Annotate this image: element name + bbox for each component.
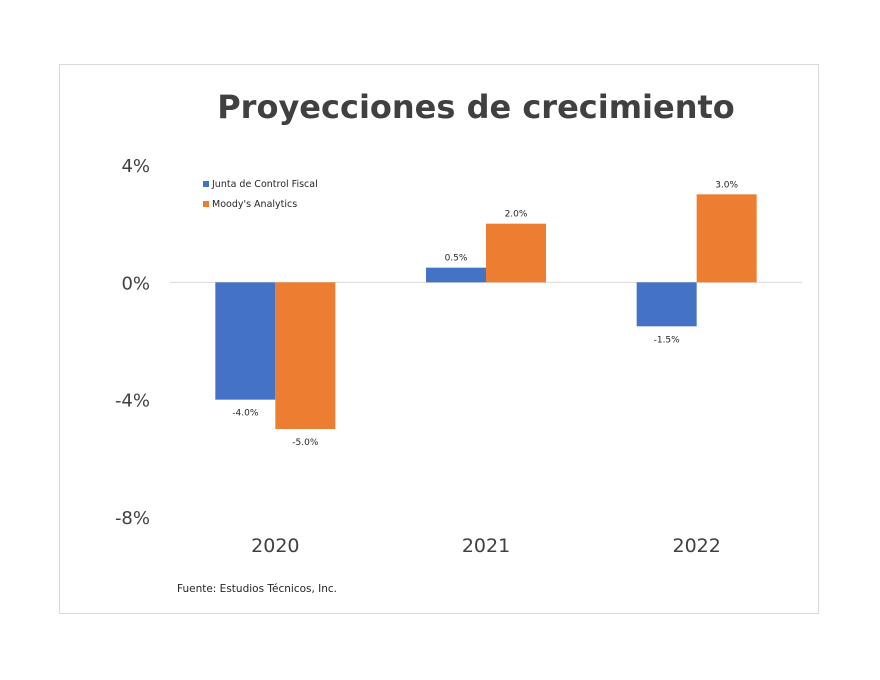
data-label: -4.0%	[232, 409, 259, 419]
bar-2022-series-1	[636, 282, 697, 327]
chart-frame	[59, 64, 819, 614]
x-tick-label: 2020	[251, 535, 299, 557]
bar-2020-series-1	[215, 282, 276, 400]
legend: Junta de Control Fiscal Moody's Analytics	[203, 179, 318, 210]
bar-2021-series-2	[486, 223, 546, 283]
x-tick-label: 2022	[672, 535, 720, 557]
y-tick-label: 4%	[121, 156, 150, 177]
data-label: 3.0%	[715, 180, 738, 190]
legend-label: Junta de Control Fiscal	[211, 179, 318, 190]
chart-title: Proyecciones de crecimiento	[217, 88, 735, 126]
legend-swatch-series-1	[203, 181, 209, 187]
y-tick-label: -8%	[115, 508, 150, 529]
bar-2022-series-2	[696, 194, 757, 283]
data-label: 0.5%	[445, 254, 468, 264]
legend-swatch-series-2	[203, 201, 209, 207]
x-axis-ticks: 2020 2021 2022	[251, 535, 721, 557]
bar-2020-series-2	[275, 282, 336, 429]
x-tick-label: 2021	[462, 535, 510, 557]
y-tick-label: -4%	[115, 391, 150, 412]
y-axis-ticks: 4% 0% -4% -8%	[115, 156, 150, 529]
legend-label: Moody's Analytics	[212, 199, 297, 210]
bar-group	[215, 194, 757, 429]
bar-2021-series-1	[426, 267, 486, 283]
data-labels: -4.0% -5.0% 0.5% 2.0% -1.5% 3.0%	[232, 180, 738, 448]
y-tick-label: 0%	[121, 273, 150, 294]
source-note: Fuente: Estudios Técnicos, Inc.	[177, 583, 337, 595]
data-label: 2.0%	[505, 210, 528, 220]
data-label: -5.0%	[292, 438, 319, 448]
data-label: -1.5%	[654, 335, 681, 345]
